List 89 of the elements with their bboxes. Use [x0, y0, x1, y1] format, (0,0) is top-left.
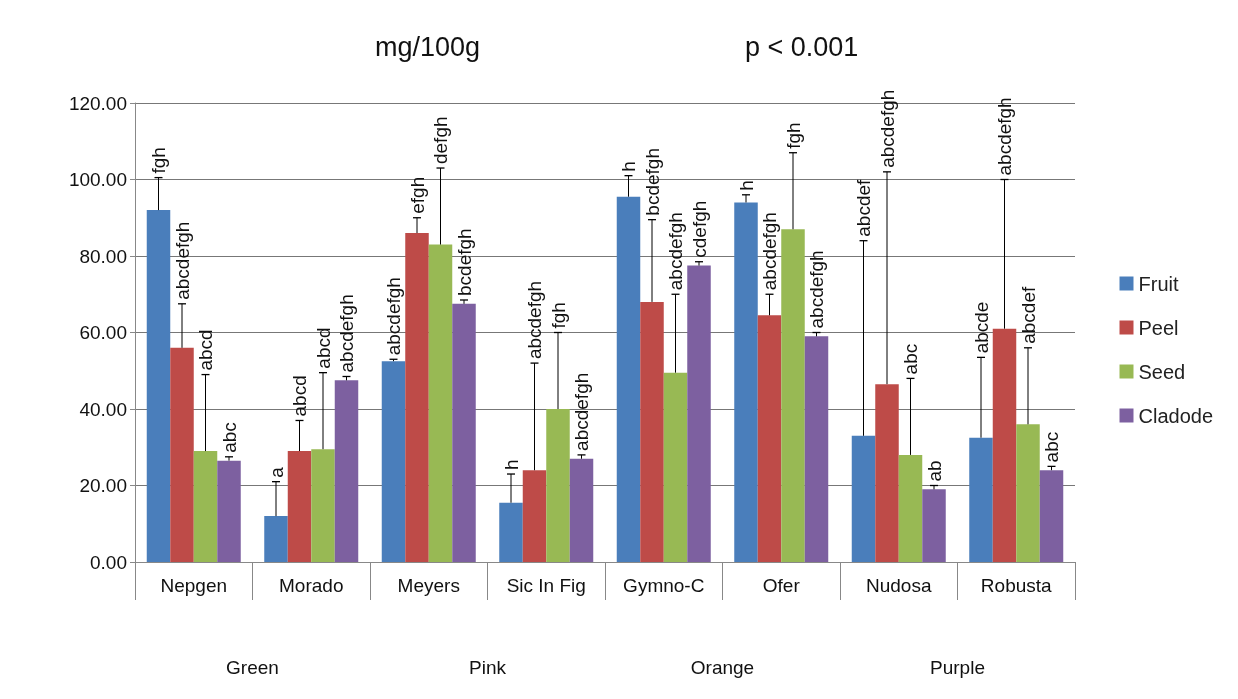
- annotation: cdefgh: [688, 200, 710, 258]
- annotation: fgh: [782, 122, 804, 149]
- annotation: h: [735, 180, 757, 191]
- bar: [922, 489, 946, 562]
- legend-label: Peel: [1138, 316, 1179, 339]
- x-tick-label: Nepgen: [160, 575, 228, 596]
- bar: [1039, 470, 1064, 562]
- bar: [992, 328, 1017, 562]
- bar: [569, 458, 594, 562]
- bar: [687, 265, 711, 562]
- bar: [452, 303, 476, 562]
- bar: [616, 196, 641, 562]
- y-tick-label: 60.00: [79, 322, 127, 343]
- bar: [663, 372, 688, 562]
- bar: [969, 437, 993, 562]
- annotation: abcdef: [853, 178, 874, 237]
- text: Green: [226, 656, 279, 678]
- y-tick-label: 20.00: [79, 475, 127, 496]
- x-tick-label: Morado: [279, 575, 344, 596]
- bar: [499, 502, 523, 562]
- annotation: abcd: [312, 327, 334, 369]
- annotation: abc: [218, 422, 240, 453]
- y-tick-label: 100.00: [68, 169, 127, 190]
- annotation: abcdefgh: [806, 250, 827, 329]
- annotation: bcdefgh: [641, 148, 663, 216]
- bar: [734, 202, 758, 562]
- annotation: abcdef: [1017, 286, 1039, 344]
- bar: [781, 229, 805, 562]
- bar: [311, 449, 335, 562]
- bar: [757, 315, 782, 562]
- annotation: abcdefgh: [994, 97, 1015, 176]
- annotation: h: [618, 161, 639, 172]
- text: Pink: [469, 656, 507, 678]
- y-tick-label: 40.00: [79, 398, 127, 420]
- text: Purple: [930, 656, 985, 678]
- annotation: abcdefgh: [171, 221, 193, 300]
- annotation: abc: [900, 343, 921, 375]
- x-tick-label: Sic In Fig: [506, 575, 586, 596]
- annotation: abc: [1041, 431, 1062, 463]
- bar: [898, 454, 923, 562]
- bar: [522, 470, 547, 562]
- bar: [170, 347, 194, 562]
- annotation: fgh: [148, 147, 169, 174]
- annotation: bcdefgh: [453, 228, 475, 296]
- bar: [804, 336, 829, 562]
- x-tick-label: Gymno-C: [623, 575, 705, 596]
- annotation: defgh: [430, 116, 451, 165]
- bar: [334, 380, 359, 562]
- y-tick-label: 0.00: [90, 551, 127, 573]
- annotation: abcd: [289, 375, 310, 417]
- chart-title: mg/100g: [375, 31, 481, 62]
- annotation: efgh: [406, 176, 428, 214]
- chart-subtitle: p < 0.001: [745, 31, 859, 62]
- bar: [217, 460, 241, 562]
- bar: [193, 451, 218, 562]
- annotation: abcdefgh: [524, 280, 545, 360]
- bar: [264, 516, 288, 562]
- text: Orange: [690, 656, 755, 678]
- legend-label: Fruit: [1138, 272, 1179, 295]
- x-tick-label: Nudosa: [866, 575, 932, 596]
- annotation: abcde: [970, 301, 992, 354]
- annotation: abcdefgh: [759, 212, 780, 291]
- legend-label: Cladode: [1138, 404, 1214, 427]
- bar: [405, 233, 429, 562]
- annotation: abcdefgh: [336, 294, 357, 373]
- annotation: abcd: [195, 329, 216, 371]
- x-tick-label: Robusta: [980, 575, 1053, 596]
- annotation: h: [500, 459, 522, 471]
- y-tick-label: 120.00: [68, 92, 127, 114]
- annotation: abcdefgh: [383, 277, 404, 356]
- y-tick-label: 80.00: [79, 245, 127, 267]
- annotation: fgh: [547, 302, 569, 329]
- annotation: abcdefgh: [571, 372, 592, 451]
- bar: [146, 210, 171, 562]
- x-tick-label: Meyers: [397, 575, 460, 596]
- bar: [428, 244, 453, 562]
- annotation: abcdefgh: [665, 212, 686, 291]
- annotation: abcdefgh: [876, 89, 898, 168]
- annotation: ab: [923, 460, 945, 482]
- bar: [875, 384, 899, 562]
- bar: [851, 435, 876, 562]
- bar: [1016, 424, 1040, 562]
- bar: [287, 451, 312, 562]
- annotation: a: [265, 466, 287, 478]
- bar: [381, 361, 406, 562]
- x-tick-label: Ofer: [762, 575, 801, 596]
- legend-label: Seed: [1138, 360, 1186, 383]
- bar: [640, 301, 664, 562]
- bar: [546, 409, 570, 562]
